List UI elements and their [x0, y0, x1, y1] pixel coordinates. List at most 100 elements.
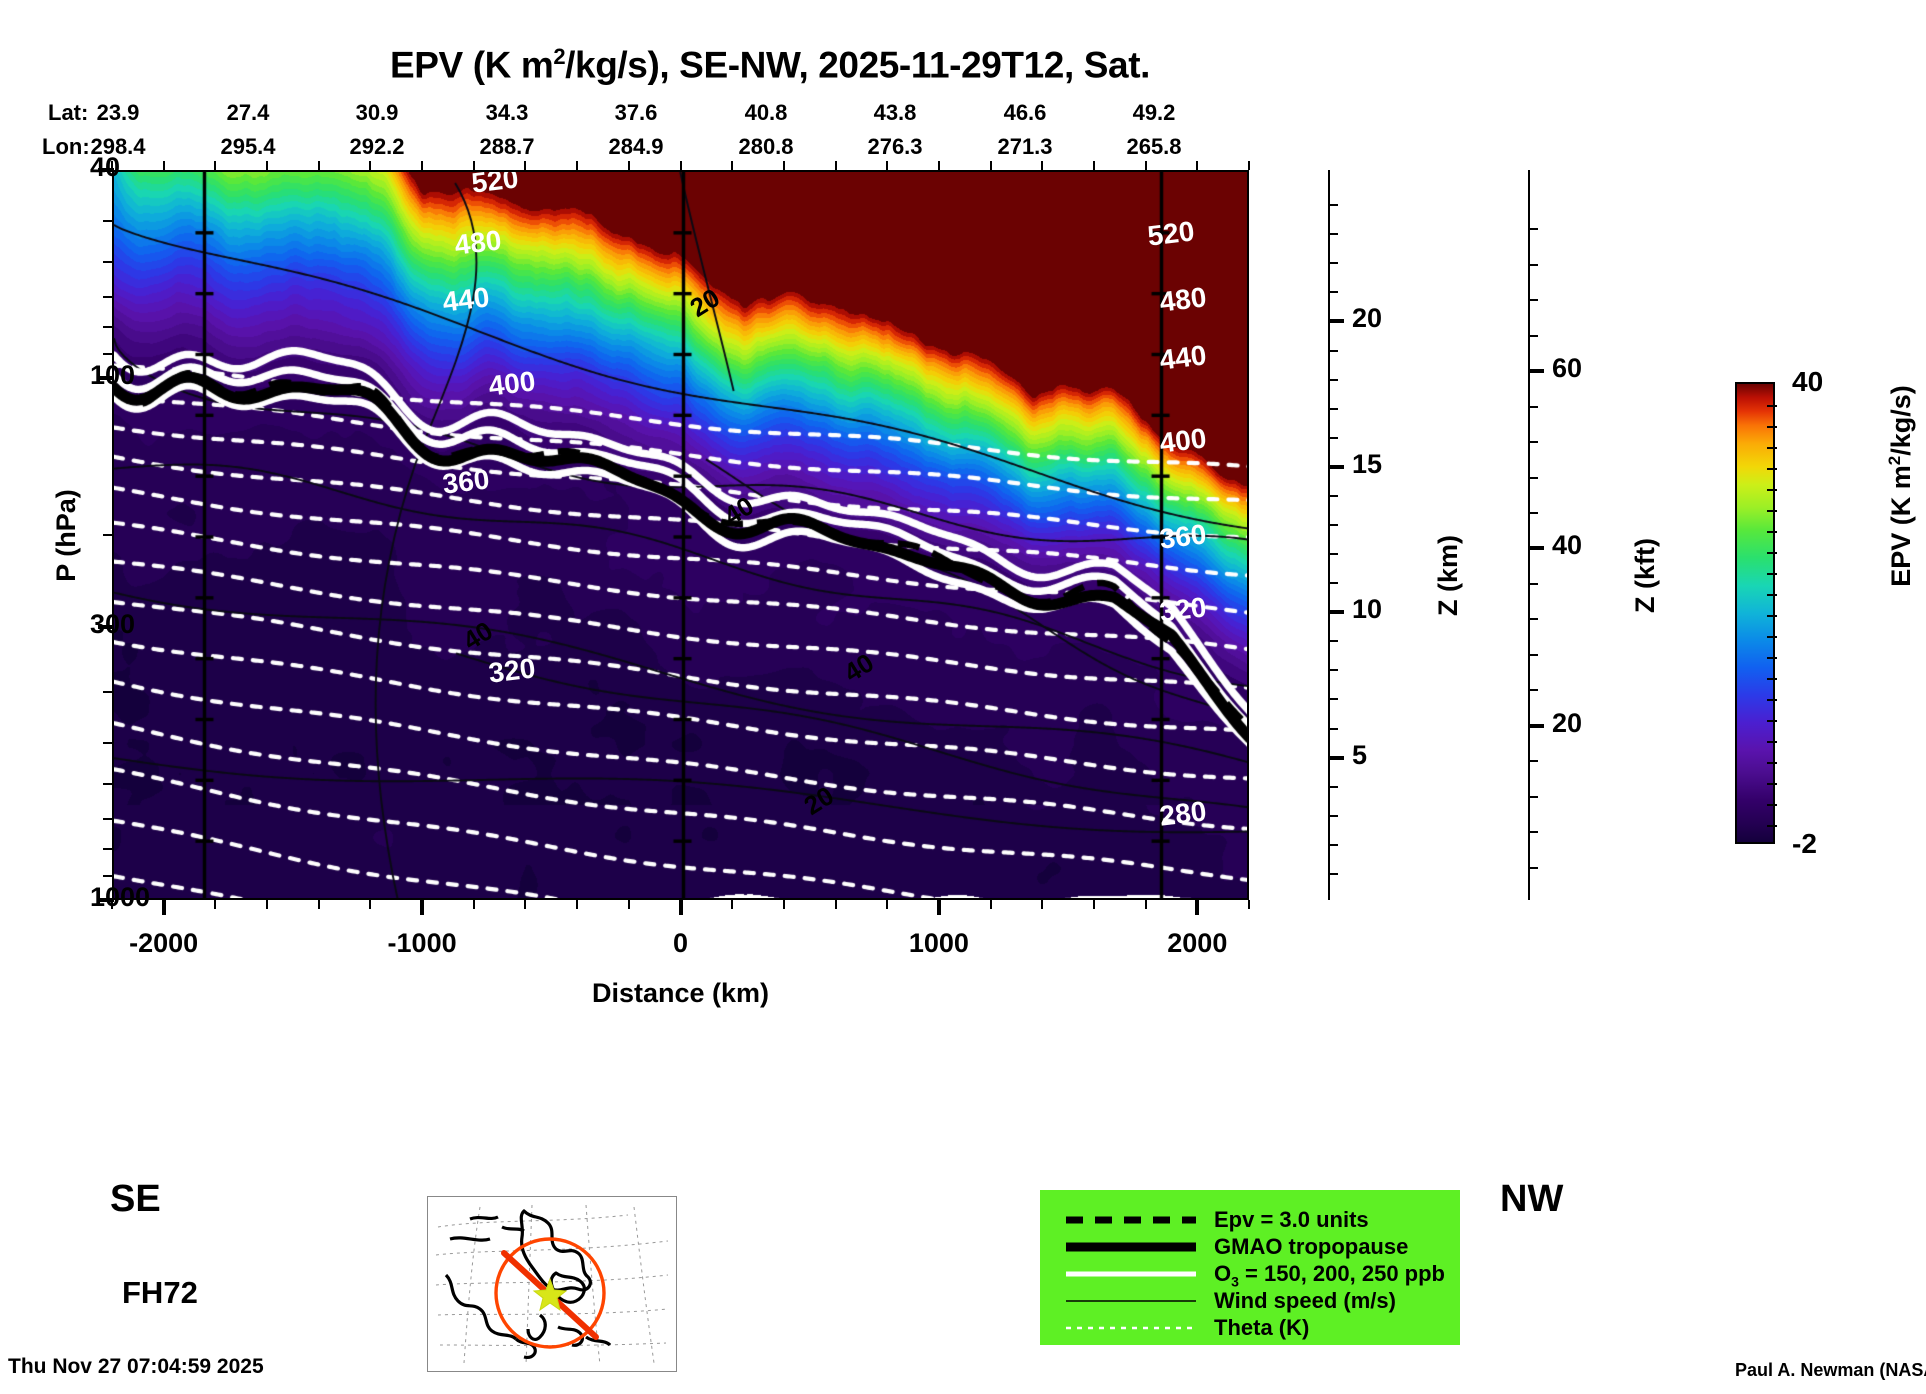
x-axis-top-tick	[886, 161, 888, 170]
colorbar-tick	[1767, 552, 1777, 554]
colorbar-tick	[1767, 573, 1777, 575]
z-km-minor-tick	[1328, 379, 1338, 381]
z-km-major-tick	[1328, 610, 1344, 614]
z-kft-minor-tick	[1528, 299, 1538, 301]
z-km-label: 15	[1352, 449, 1383, 479]
legend-line-sample	[1062, 1233, 1200, 1260]
z-km-minor-tick	[1328, 408, 1338, 410]
colorbar-tick	[1767, 594, 1777, 596]
z-km-minor-tick	[1328, 553, 1338, 555]
x-axis-top-tick	[938, 161, 940, 170]
x-axis-top-tick	[318, 161, 320, 170]
z-km-minor-tick	[1328, 786, 1338, 788]
z-km-minor-tick	[1328, 262, 1338, 264]
legend-item-label: Wind speed (m/s)	[1214, 1288, 1396, 1313]
direction-label-se: SE	[110, 1178, 161, 1220]
x-axis-top-tick	[680, 161, 682, 170]
colorbar-tick	[1767, 720, 1777, 722]
page-title: EPV (K m2/kg/s), SE-NW, 2025-11-29T12, S…	[0, 44, 1540, 86]
x-axis-top-tick	[835, 161, 837, 170]
legend-item-label: Epv = 3.0 units	[1214, 1207, 1369, 1232]
x-axis-minor-tick	[628, 900, 630, 909]
lat-row-label: Lat:	[48, 100, 89, 125]
z-km-minor-tick	[1328, 582, 1338, 584]
colorbar-tick	[1767, 405, 1777, 407]
z-km-minor-tick	[1328, 233, 1338, 235]
z-kft-minor-tick	[1528, 477, 1538, 479]
legend-item: GMAO tropopause	[1062, 1233, 1460, 1260]
lon-value: 265.8	[1126, 134, 1182, 159]
x-axis-top-tick	[473, 161, 475, 170]
x-axis-minor-tick	[318, 900, 320, 909]
z-km-minor-tick	[1328, 815, 1338, 817]
x-axis-label: 2000	[1167, 928, 1228, 958]
colorbar-min-label: -2	[1792, 828, 1817, 859]
x-axis-minor-tick	[576, 900, 578, 909]
x-axis-major-tick	[937, 900, 941, 915]
z-kft-axis-title: Z (kft)	[1629, 538, 1660, 613]
z-kft-label: 20	[1552, 708, 1583, 738]
theta-contour-label: 400	[1157, 421, 1208, 459]
z-km-label: 20	[1352, 303, 1383, 333]
z-km-minor-tick	[1328, 873, 1338, 875]
z-kft-minor-tick	[1528, 867, 1538, 869]
theta-contour-label: 480	[452, 224, 503, 261]
theta-contour-label: 400	[486, 364, 537, 402]
x-axis-top-tick	[1196, 161, 1198, 170]
theta-contour-label: 440	[441, 281, 492, 318]
x-axis-minor-tick	[1145, 900, 1147, 909]
colorbar-tick	[1767, 783, 1777, 785]
legend-item-label: GMAO tropopause	[1214, 1234, 1409, 1259]
colorbar-tick	[1767, 531, 1777, 533]
x-axis-minor-tick	[1041, 900, 1043, 909]
z-kft-minor-tick	[1528, 441, 1538, 443]
colorbar-tick	[1767, 426, 1777, 428]
z-kft-major-tick	[1528, 369, 1544, 373]
x-axis-minor-tick	[111, 900, 113, 909]
z-km-minor-tick	[1328, 698, 1338, 700]
x-axis-minor-tick	[783, 900, 785, 909]
x-axis-minor-tick	[731, 900, 733, 909]
z-km-minor-tick	[1328, 204, 1338, 206]
z-kft-minor-tick	[1528, 512, 1538, 514]
legend-box: Epv = 3.0 units GMAO tropopause O3 = 150, …	[1040, 1190, 1460, 1345]
lon-value: 292.2	[349, 134, 405, 159]
x-axis-top-tick	[1041, 161, 1043, 170]
z-kft-minor-tick	[1528, 689, 1538, 691]
colorbar-tick	[1767, 804, 1777, 806]
z-km-axis-spine	[1328, 170, 1330, 900]
legend-item: O3 = 150, 200, 250 ppb	[1062, 1260, 1460, 1289]
z-kft-minor-tick	[1528, 831, 1538, 833]
colorbar-tick	[1767, 489, 1777, 491]
theta-contour-label: 320	[1157, 591, 1208, 628]
colorbar-tick	[1767, 825, 1777, 827]
theta-contour-label: 280	[1157, 795, 1208, 833]
x-axis-minor-tick	[473, 900, 475, 909]
x-axis-top-tick	[524, 161, 526, 170]
z-kft-label: 40	[1552, 530, 1583, 560]
x-axis-major-tick	[679, 900, 683, 915]
title-suffix: /kg/s), SE-NW, 2025-11-29T12, Sat.	[565, 44, 1151, 86]
colorbar-tick	[1767, 636, 1777, 638]
x-axis-top-tick	[1145, 161, 1147, 170]
x-axis-top-tick	[990, 161, 992, 170]
z-km-label: 5	[1352, 740, 1368, 770]
site-marker-star	[532, 1277, 568, 1312]
z-kft-minor-tick	[1528, 228, 1538, 230]
lon-value: 276.3	[867, 134, 923, 159]
x-axis-minor-tick	[214, 900, 216, 909]
x-axis-top-tick	[369, 161, 371, 170]
x-axis-top-tick	[421, 161, 423, 170]
z-kft-minor-tick	[1528, 760, 1538, 762]
colorbar-title: EPV (K m2/kg/s)	[1884, 385, 1916, 587]
inset-map-svg	[435, 1204, 669, 1366]
wind-contour-label: 20	[684, 282, 726, 324]
z-km-minor-tick	[1328, 669, 1338, 671]
z-km-minor-tick	[1328, 437, 1338, 439]
colorbar	[1735, 382, 1777, 844]
title-prefix: EPV (K m	[389, 44, 554, 86]
legend-item: Theta (K)	[1062, 1314, 1460, 1341]
z-km-minor-tick	[1328, 495, 1338, 497]
x-axis-major-tick	[1195, 900, 1199, 915]
z-kft-label: 60	[1552, 353, 1583, 383]
